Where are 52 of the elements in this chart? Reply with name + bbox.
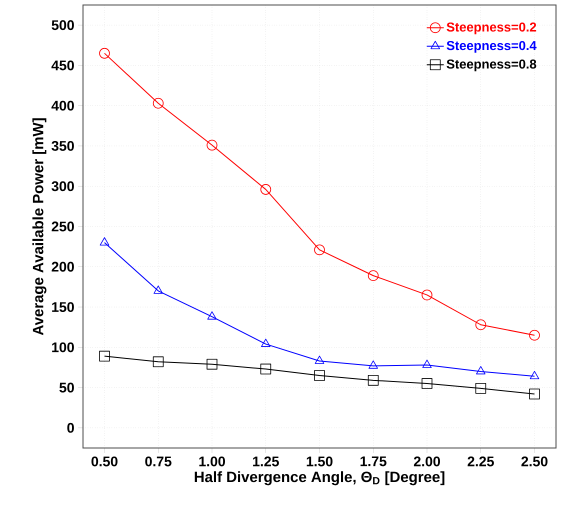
point: [154, 286, 163, 294]
y-tick-label: 300: [52, 181, 74, 192]
legend-label: Steepness=0.2: [446, 22, 536, 34]
point: [422, 360, 432, 368]
y-tick-label: 150: [52, 302, 74, 312]
point: [206, 358, 218, 370]
y-axis-title: Average Available Power [mW]: [32, 118, 46, 336]
x-tick-label: 0.50: [91, 456, 118, 466]
point: [99, 48, 110, 59]
x-tick-label: 1.75: [360, 456, 386, 466]
point: [475, 319, 486, 330]
point: [206, 140, 218, 151]
y-tick-label: 200: [52, 262, 74, 272]
x-tick-label: 2.25: [468, 456, 494, 466]
point: [368, 374, 379, 386]
y-tick-label: 250: [52, 222, 74, 232]
y-tick-label: 450: [51, 60, 74, 70]
point: [260, 364, 272, 374]
point: [422, 378, 432, 389]
y-tick-label: 100: [52, 342, 74, 352]
x-tick-label: 1.50: [306, 456, 333, 466]
legend-label: Steepness=0.4: [446, 40, 537, 53]
point: [261, 338, 270, 347]
point: [152, 356, 164, 368]
y-tick-label: 400: [51, 100, 74, 111]
x-tick-label: 1.00: [199, 456, 226, 466]
point: [530, 370, 540, 380]
legend-label: Steepness=0.8: [446, 59, 536, 72]
point: [207, 311, 217, 320]
point: [260, 184, 272, 195]
point: [152, 98, 164, 109]
point: [314, 244, 325, 256]
point: [314, 370, 325, 381]
y-tick-label: 0: [67, 422, 74, 433]
x-axis-title: Half Divergence Angle, Θ$_{D}$ [Degree]: [194, 471, 444, 486]
point: [529, 388, 540, 400]
point: [368, 360, 378, 369]
point: [422, 290, 432, 300]
point: [368, 270, 379, 281]
point: [476, 366, 486, 374]
y-tick-label: 350: [52, 140, 74, 151]
x-tick-label: 2.00: [414, 456, 440, 466]
x-tick-label: 2.50: [521, 456, 548, 466]
point: [99, 350, 110, 362]
point: [314, 356, 324, 364]
point: [475, 383, 486, 394]
x-tick-label: 0.75: [145, 456, 172, 466]
x-tick-label: 1.25: [253, 456, 279, 466]
y-tick-label: 500: [52, 20, 74, 30]
point: [100, 237, 110, 246]
point: [529, 330, 540, 341]
y-tick-label: 50: [59, 382, 74, 393]
